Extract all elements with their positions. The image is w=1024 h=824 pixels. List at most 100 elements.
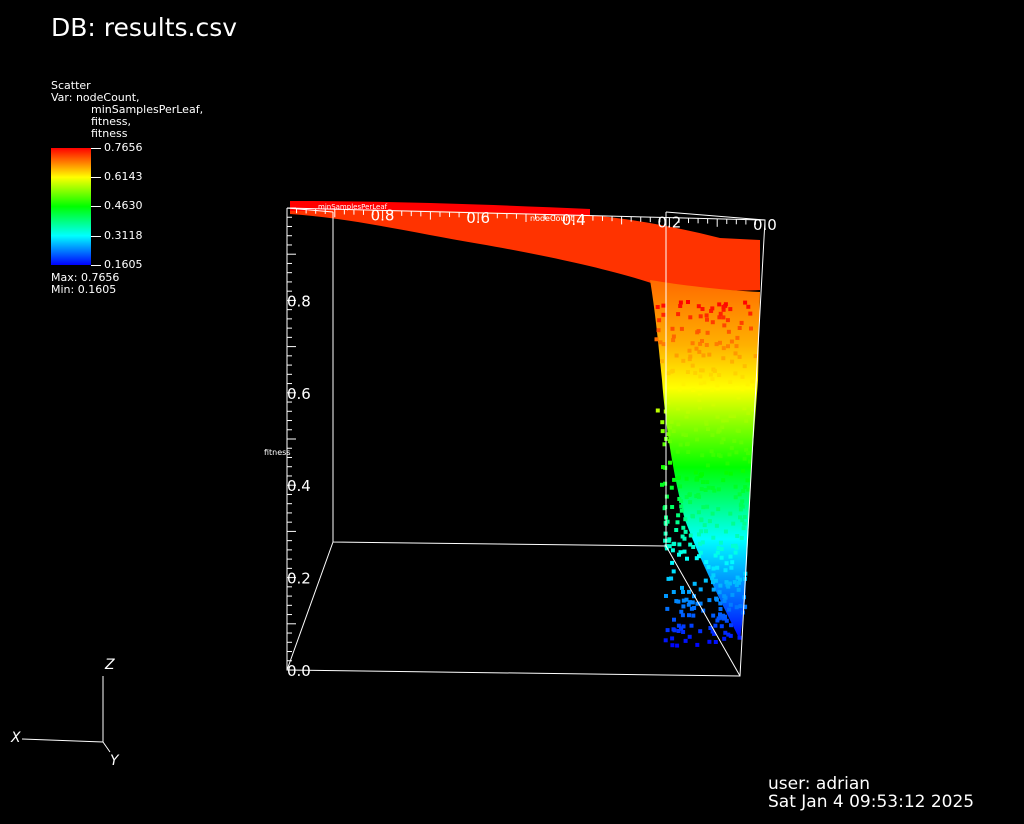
x-axis-label: nodeCount	[530, 214, 574, 223]
scatter-point	[745, 382, 750, 387]
scatter-point	[713, 553, 718, 558]
scatter-point	[655, 408, 660, 413]
scatter-point	[716, 507, 721, 512]
scatter-point	[681, 624, 686, 629]
scatter-point	[679, 609, 684, 614]
scatter-point	[710, 576, 715, 581]
color-bar-tick	[91, 177, 101, 178]
scatter-point	[737, 354, 742, 359]
scatter-point	[736, 587, 741, 592]
min-label: Min: 0.1605	[51, 283, 117, 296]
scatter-point	[694, 477, 699, 482]
scatter-point	[724, 561, 729, 566]
scatter-point	[703, 488, 708, 492]
scatter-point	[722, 594, 727, 599]
scatter-point	[694, 556, 699, 561]
scatter-point	[740, 518, 745, 523]
scatter-point	[728, 602, 733, 607]
scatter-point	[699, 529, 704, 534]
scatter-point	[678, 550, 683, 555]
scatter-point	[732, 580, 737, 585]
scatter-point	[687, 589, 691, 594]
scatter-point	[721, 307, 726, 312]
box-edge	[665, 211, 766, 221]
scatter-point	[728, 379, 733, 384]
scatter-point	[675, 643, 680, 648]
scatter-point	[681, 630, 686, 634]
scatter-point	[656, 328, 661, 333]
scatter-point	[711, 587, 716, 592]
max-label: Max: 0.7656	[51, 271, 120, 284]
scatter-point	[698, 550, 703, 555]
scatter-point	[675, 449, 680, 454]
plot-legend: Scatter Var: nodeCount, minSamplesPerLea…	[51, 80, 203, 140]
scatter-point	[711, 613, 716, 618]
scatter-point	[686, 602, 691, 607]
scatter-point	[739, 440, 744, 445]
user-info: user: adrian Sat Jan 4 09:53:12 2025	[768, 775, 974, 811]
scatter-point	[716, 546, 721, 551]
scatter-point	[691, 545, 696, 549]
scatter-point	[692, 581, 697, 586]
scatter-point	[700, 339, 704, 343]
scatter-point	[722, 598, 727, 603]
color-bar-tick	[91, 236, 101, 237]
scatter-point	[707, 639, 712, 644]
scatter-point	[724, 470, 729, 475]
scatter-point	[726, 329, 731, 334]
scatter-point	[713, 578, 718, 583]
scatter-point	[688, 533, 693, 538]
scatter-point	[690, 600, 695, 605]
scatter-point	[733, 495, 738, 500]
scatter-point	[718, 615, 723, 620]
scatter-point	[702, 380, 707, 385]
scatter-point	[721, 304, 726, 309]
scatter-point	[737, 492, 742, 497]
scatter-point	[665, 628, 670, 633]
scatter-point	[681, 525, 686, 530]
scatter-point	[707, 598, 712, 603]
scatter-point	[740, 499, 745, 504]
scatter-point	[688, 542, 693, 547]
box-back-edges	[332, 212, 667, 547]
scatter-point	[661, 303, 666, 308]
scatter-point	[676, 599, 681, 604]
scatter-point	[688, 500, 693, 505]
scatter-point	[660, 482, 664, 487]
scatter-point	[710, 387, 715, 392]
scatter-point	[719, 624, 724, 629]
scatter-point	[669, 576, 674, 581]
color-bar-label: 0.1605	[104, 258, 143, 271]
scatter-point	[738, 507, 743, 512]
scatter-point	[720, 425, 725, 430]
scatter-point	[723, 568, 728, 573]
scatter-point	[698, 314, 703, 319]
scatter-point	[665, 606, 670, 611]
scatter-point	[677, 552, 681, 557]
scatter-point	[670, 505, 675, 509]
scatter-point	[706, 565, 711, 570]
scatter-point	[721, 315, 726, 320]
scatter-point	[723, 529, 728, 534]
scatter-point	[721, 478, 726, 483]
scatter-point	[733, 543, 738, 548]
scatter-point	[704, 313, 709, 318]
curtain-top-band	[290, 203, 760, 291]
scatter-point	[693, 427, 698, 432]
scatter-point	[677, 542, 682, 547]
scatter-point	[675, 520, 680, 525]
scatter-point	[700, 307, 705, 311]
scatter-point	[678, 484, 683, 489]
scatter-point	[658, 340, 663, 345]
scatter-point	[727, 581, 732, 586]
scatter-point	[734, 605, 739, 610]
scatter-point	[690, 341, 695, 346]
scatter-point	[681, 598, 686, 603]
scatter-point	[743, 300, 748, 305]
scatter-point	[686, 300, 690, 304]
scatter-point	[740, 610, 745, 615]
database-title: DB: results.csv	[51, 13, 238, 42]
scatter-point	[689, 606, 694, 611]
scatter-point	[666, 538, 671, 543]
